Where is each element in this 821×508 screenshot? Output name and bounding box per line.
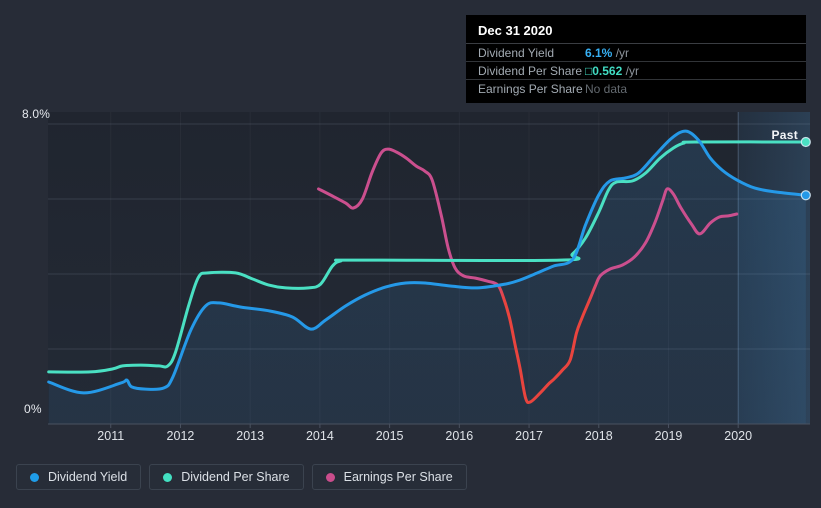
tooltip-value: No data	[585, 81, 628, 96]
tooltip-label: Dividend Yield	[478, 45, 555, 60]
dividend-per-share-dot-icon	[163, 472, 173, 482]
chart-tooltip: Dec 31 2020 Dividend Yield 6.1% /yr Divi…	[466, 15, 806, 103]
legend-label: Earnings Per Share	[343, 470, 453, 484]
tooltip-row-earnings-per-share: Earnings Per Share No data	[466, 80, 806, 97]
series-dividend_yield-end-dot[interactable]	[800, 190, 811, 201]
series-earnings_per_share-line[interactable]	[317, 147, 739, 405]
legend-label: Dividend Yield	[48, 470, 128, 484]
y-axis-label-max: 8.0%	[22, 107, 51, 121]
series-dividend_yield-area	[48, 131, 806, 424]
earnings-per-share-dot-icon	[325, 472, 335, 482]
legend-label: Dividend Per Share	[181, 470, 290, 484]
legend-item-earnings-per-share[interactable]: Earnings Per Share	[311, 464, 467, 490]
series-dividend_per_share-line[interactable]	[47, 140, 808, 374]
tooltip-value: □0.562 /yr	[585, 63, 639, 78]
tooltip-label: Dividend Per Share	[478, 63, 583, 78]
tooltip-value: 6.1% /yr	[585, 45, 630, 60]
legend-item-dividend-yield[interactable]: Dividend Yield	[16, 464, 142, 490]
y-axis-label-min: 0%	[24, 402, 42, 416]
tooltip-label: Earnings Per Share	[478, 81, 583, 96]
tooltip-date: Dec 31 2020	[466, 15, 806, 44]
past-region-label: Past	[771, 128, 798, 142]
series-dividend_per_share-end-dot[interactable]	[800, 136, 811, 148]
tooltip-row-dividend-per-share: Dividend Per Share □0.562 /yr	[466, 62, 806, 80]
tooltip-row-dividend-yield: Dividend Yield 6.1% /yr	[466, 44, 806, 62]
series-dividend_yield-line[interactable]	[47, 129, 808, 395]
chart-legend: Dividend Yield Dividend Per Share Earnin…	[16, 464, 467, 490]
dividend-yield-dot-icon	[30, 472, 39, 482]
legend-item-dividend-per-share[interactable]: Dividend Per Share	[149, 464, 304, 490]
